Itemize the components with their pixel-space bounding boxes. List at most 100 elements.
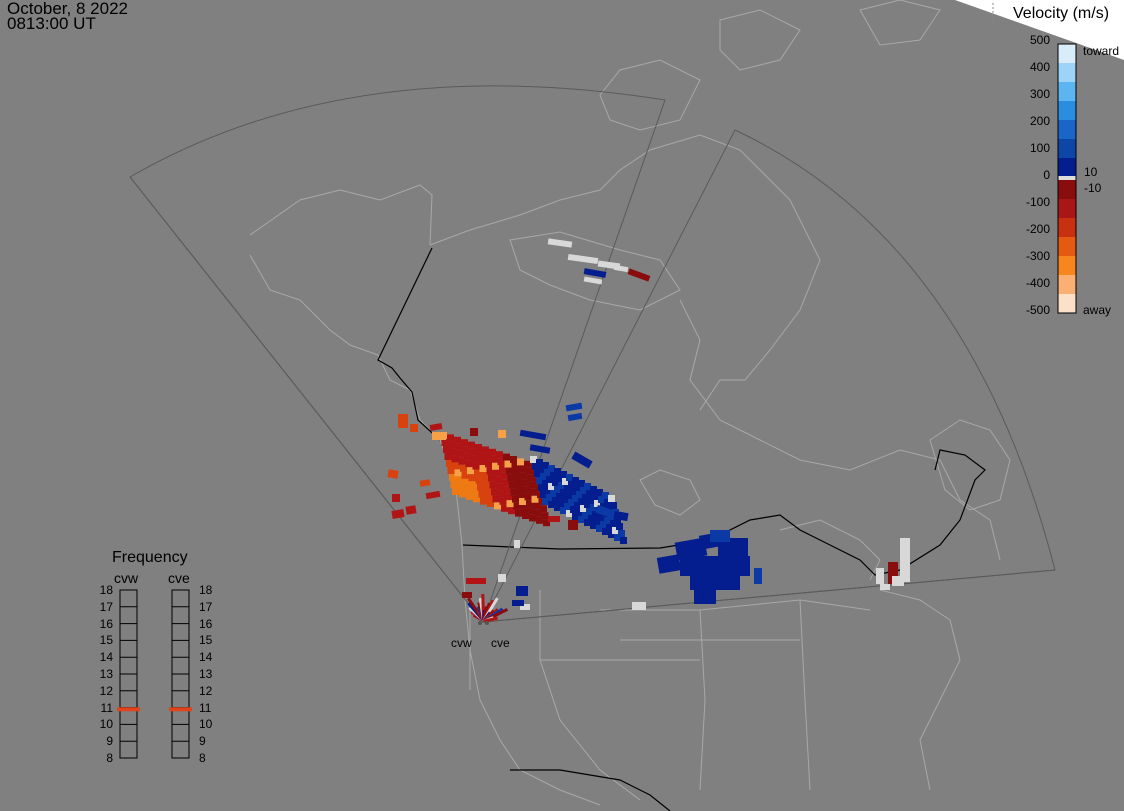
colorbar-segment-away (1058, 180, 1076, 200)
echo-cell (564, 503, 571, 510)
velocity-tick-label: -100 (1025, 195, 1050, 209)
echo-cell (583, 268, 607, 278)
echo-cell (448, 441, 456, 449)
echo-cell (451, 455, 459, 463)
echo-cell (556, 475, 563, 482)
colorbar-segment-away (1058, 275, 1076, 295)
velocity-tick-label: -300 (1025, 249, 1050, 263)
echo-cell (544, 469, 551, 476)
velocity-tick-label: 200 (1029, 114, 1050, 128)
frequency-level-label: 9 (199, 734, 206, 749)
echo-cell (572, 513, 579, 520)
velocity-tick-label: 500 (1029, 33, 1050, 47)
echo-cell (496, 451, 503, 459)
echo-cell (487, 500, 494, 507)
echo-cell (600, 521, 607, 528)
echo-cell (880, 584, 890, 590)
echo-cell (512, 600, 524, 606)
echo-cell (457, 483, 465, 491)
echo-cell (494, 502, 501, 510)
frequency-level-label: 15 (99, 633, 113, 648)
echo-cell (515, 509, 522, 517)
echo-cell (526, 500, 533, 508)
echo-cell (620, 537, 627, 544)
echo-cell (520, 472, 527, 480)
echo-cell (509, 481, 516, 489)
echo-cell (449, 474, 456, 481)
echo-cell (467, 467, 474, 475)
echo-cell (466, 578, 486, 584)
echo-cell (614, 534, 621, 541)
echo-cell (546, 494, 553, 501)
echo-cell (519, 498, 526, 505)
echo-cell (489, 448, 496, 456)
echo-cell (542, 498, 549, 505)
frequency-level-label: 12 (199, 683, 213, 698)
echo-cell (574, 484, 581, 491)
echo-cell (613, 510, 629, 522)
echo-cell (513, 470, 520, 477)
echo-cell (511, 463, 519, 470)
echo-cell (429, 423, 443, 431)
echo-cell (470, 481, 477, 489)
echo-cell (471, 488, 479, 496)
frequency-level-label: 13 (199, 667, 213, 681)
echo-cell (453, 462, 460, 470)
echo-cell (462, 592, 472, 598)
echo-cell (462, 446, 470, 454)
echo-cell (595, 504, 617, 520)
echo-cell (514, 540, 520, 548)
echo-cell (454, 436, 461, 444)
echo-cell (461, 471, 469, 479)
echo-cell (533, 502, 540, 510)
echo-cell (490, 455, 498, 463)
coastlines (249, 0, 1011, 806)
echo-cell (493, 469, 501, 477)
echo-cell (492, 462, 499, 470)
echo-cell (543, 519, 550, 527)
velocity-tick-label: 0 (1043, 168, 1050, 182)
echo-cell (574, 502, 581, 509)
echo-cell (606, 524, 613, 531)
echo-cell (536, 477, 543, 484)
echo-cell (485, 460, 492, 468)
echo-cell (457, 450, 464, 458)
frequency-level-label: 8 (106, 751, 113, 765)
echo-cell (538, 484, 545, 491)
echo-cell (680, 556, 750, 576)
echo-cell (470, 428, 478, 436)
echo-cell (618, 530, 625, 537)
echo-cell (476, 451, 484, 458)
echo-cell (450, 448, 457, 456)
echo-cell (398, 414, 408, 428)
echo-cell (568, 520, 578, 530)
echo-cell (529, 444, 551, 454)
velocity-tick-label: 100 (1029, 141, 1050, 155)
echo-cell (391, 509, 405, 519)
echo-cell (516, 586, 528, 596)
echo-cell (584, 501, 591, 508)
echo-cell (582, 494, 589, 501)
echo-cell (472, 462, 480, 470)
echo-cell (602, 492, 609, 499)
echo-cell (474, 469, 481, 477)
echo-cell (456, 476, 463, 484)
echo-cell (656, 554, 682, 574)
echo-cell (550, 490, 557, 497)
echo-cell (608, 495, 615, 502)
frequency-level-label: 18 (99, 583, 113, 597)
echo-cell (530, 456, 537, 463)
colorbar-segment-toward (1058, 101, 1076, 121)
echo-cell (562, 496, 569, 503)
echo-cell (527, 507, 535, 515)
echo-cell (552, 479, 559, 486)
echo-cell (584, 519, 591, 526)
colorbar-segment-toward (1058, 139, 1076, 159)
colorbar-segment-toward (1058, 63, 1076, 83)
radar-name-cve: cve (168, 570, 190, 586)
echo-cell (502, 479, 509, 487)
echo-cell (514, 477, 522, 484)
echo-cell (478, 458, 485, 465)
echo-cell (425, 490, 441, 500)
